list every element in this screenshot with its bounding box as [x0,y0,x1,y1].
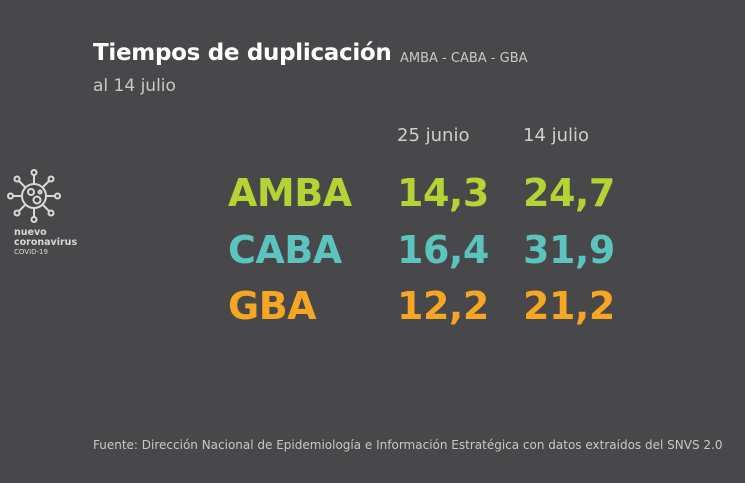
row-label-amba: AMBA [228,171,352,215]
gba-14-julio: 21,2 [523,284,615,328]
logo-line1: nuevo [14,227,47,238]
amba-25-junio: 14,3 [397,171,489,215]
date-label: al 14 julio [93,76,176,96]
caba-14-julio: 31,9 [523,228,615,272]
virus-icon [7,169,61,223]
amba-14-julio: 24,7 [523,171,615,215]
caba-25-junio: 16,4 [397,228,489,272]
logo-line3: COVID-19 [14,248,48,256]
row-label-caba: CABA [228,228,342,272]
gba-25-junio: 12,2 [397,284,489,328]
source-footer: Fuente: Dirección Nacional de Epidemiolo… [93,438,723,452]
logo-line2: coronavirus [14,237,78,248]
column-header-25-junio: 25 junio [397,125,470,146]
column-header-14-julio: 14 julio [523,125,590,146]
logo: nuevo coronavirus COVID-19 [6,168,78,256]
page-subtitle: AMBA - CABA - GBA [400,51,528,66]
row-label-gba: GBA [228,284,317,328]
page-title: Tiempos de duplicación [93,40,392,66]
